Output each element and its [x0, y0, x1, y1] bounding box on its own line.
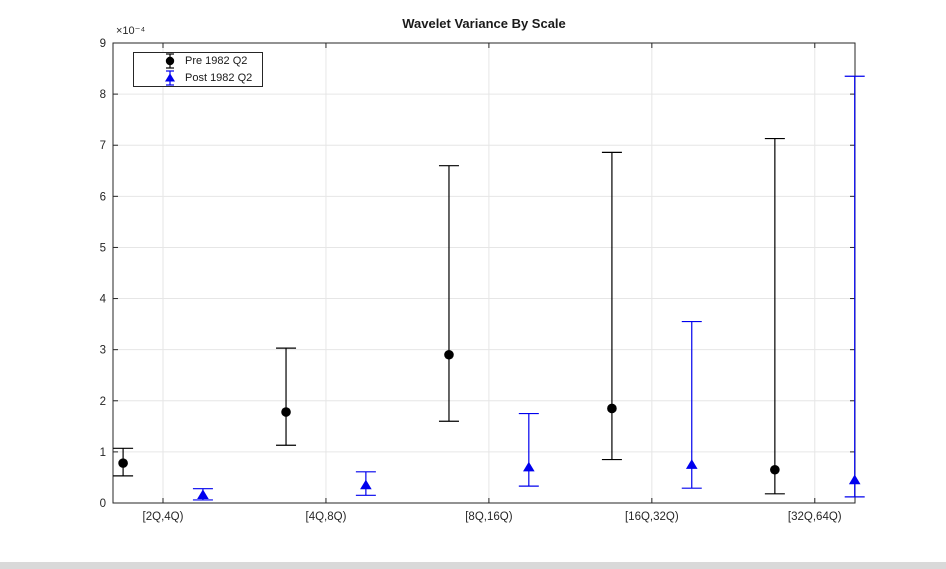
errorbar-circle-icon — [165, 53, 175, 69]
legend-item-post-1982[interactable]: Post 1982 Q2 — [134, 70, 262, 86]
plot-background — [113, 43, 855, 503]
y-tick-label: 5 — [100, 242, 106, 254]
data-marker-circle — [281, 407, 291, 417]
y-tick-label: 0 — [100, 498, 106, 510]
x-tick-label: [16Q,32Q) — [625, 511, 679, 523]
data-marker-circle — [118, 458, 128, 468]
y-tick-label: 8 — [100, 89, 106, 101]
legend-label-pre-1982: Pre 1982 Q2 — [185, 55, 248, 68]
data-marker-circle — [444, 349, 454, 360]
chart-title: Wavelet Variance By Scale — [402, 16, 566, 31]
data-marker-triangle — [197, 489, 209, 500]
errorbar-triangle-icon — [165, 70, 175, 86]
data-marker-circle — [770, 464, 780, 475]
legend-label-post-1982: Post 1982 Q2 — [185, 71, 253, 84]
y-tick-label: 6 — [100, 191, 106, 203]
y-axis-scale-label: ×10⁻⁴ — [116, 25, 146, 37]
y-tick-label: 3 — [100, 345, 106, 357]
y-tick-label: 7 — [100, 140, 106, 152]
y-tick-label: 1 — [100, 447, 106, 459]
y-tick-label: 4 — [100, 294, 107, 306]
data-marker-triangle — [685, 459, 698, 469]
legend-item-pre-1982[interactable]: Pre 1982 Q2 — [134, 53, 262, 69]
data-marker-triangle — [360, 479, 372, 490]
data-marker-triangle — [848, 474, 861, 485]
y-tick-label: 2 — [100, 396, 106, 408]
data-marker-circle — [607, 403, 617, 414]
window-bottom-edge — [0, 562, 946, 569]
x-tick-label: [32Q,64Q) — [788, 511, 842, 523]
legend[interactable]: Pre 1982 Q2 Post 1982 Q2 — [133, 52, 263, 87]
x-tick-label: [8Q,16Q) — [465, 511, 512, 523]
x-tick-label: [4Q,8Q) — [306, 511, 347, 523]
x-tick-label: [2Q,4Q) — [143, 511, 184, 523]
data-marker-triangle — [523, 461, 535, 472]
y-tick-label: 9 — [100, 38, 106, 50]
